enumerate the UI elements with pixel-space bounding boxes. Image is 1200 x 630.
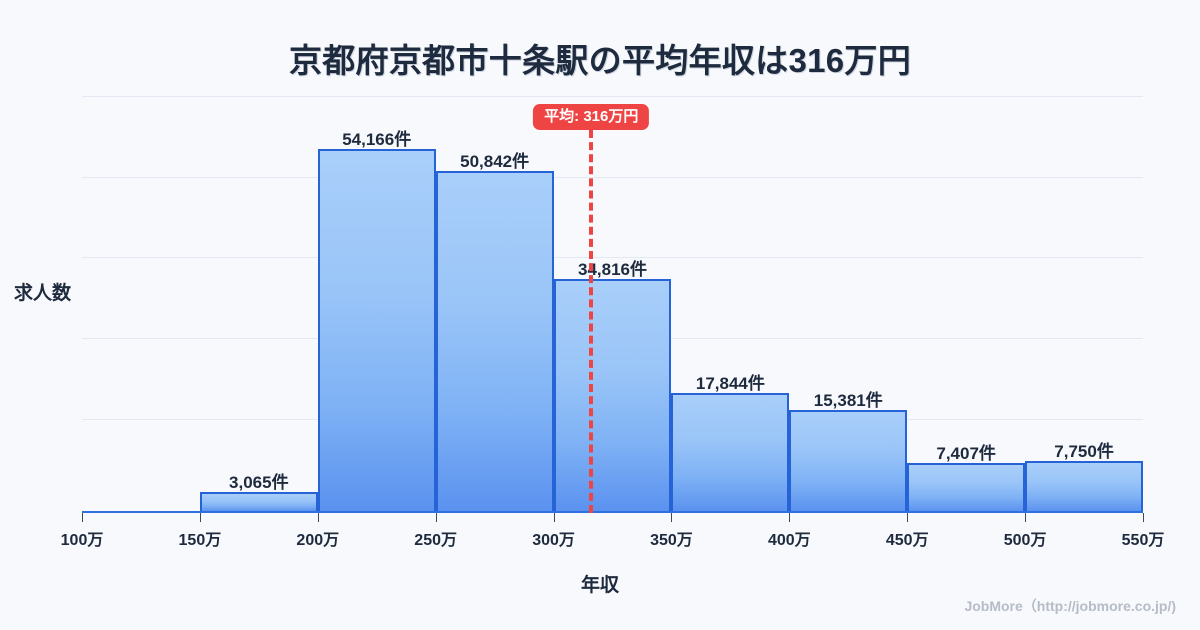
bar[interactable] xyxy=(1025,460,1143,513)
bar[interactable] xyxy=(317,148,436,513)
average-badge: 平均: 316万円 xyxy=(533,104,650,130)
bar-value-label: 3,065件 xyxy=(229,473,289,493)
x-axis-tick-label: 550万 xyxy=(1121,532,1165,549)
gridline xyxy=(82,96,1143,97)
x-axis-tick-mark xyxy=(1143,513,1144,522)
x-axis-tick-mark xyxy=(553,513,555,522)
average-dashed-line xyxy=(589,130,594,513)
x-axis-tick-label: 350万 xyxy=(650,532,693,549)
bar-value-label: 7,750件 xyxy=(1054,441,1114,461)
bars-group xyxy=(82,96,1143,513)
x-axis-tick-label: 250万 xyxy=(414,532,458,549)
credit-text: JobMore（http://jobmore.co.jp/) xyxy=(964,598,1176,614)
x-axis-tick-label: 300万 xyxy=(532,532,575,549)
x-axis-line xyxy=(82,511,1143,513)
bar-value-label: 34,816件 xyxy=(578,259,647,279)
bar[interactable] xyxy=(671,393,790,513)
bar[interactable] xyxy=(907,463,1026,513)
x-axis-tick-mark xyxy=(1025,513,1027,522)
x-axis-tick-label: 500万 xyxy=(1003,532,1047,549)
bar-value-label: 17,844件 xyxy=(695,373,765,393)
bar[interactable] xyxy=(435,171,554,513)
x-axis-tick-mark xyxy=(671,513,673,522)
bar-value-label: 7,407件 xyxy=(936,444,996,464)
bar-value-label: 50,842件 xyxy=(460,152,530,172)
x-axis-tick-label: 400万 xyxy=(767,532,811,549)
x-axis-tick-mark xyxy=(82,513,83,522)
x-axis-tick-mark xyxy=(907,513,909,522)
gridline xyxy=(82,257,1143,259)
x-axis-tick-mark xyxy=(199,513,201,522)
x-axis-tick-label: 450万 xyxy=(885,532,929,549)
bar-value-label: 54,166件 xyxy=(342,129,412,149)
bar-value-label: 15,381件 xyxy=(813,390,883,410)
y-axis-title: 求人数 xyxy=(14,283,72,304)
bar[interactable] xyxy=(553,278,672,513)
x-axis-tick-label: 100万 xyxy=(60,532,104,549)
bar[interactable] xyxy=(789,409,908,513)
x-axis-title: 年収 xyxy=(580,575,619,596)
x-axis-tick-label: 150万 xyxy=(178,532,222,549)
chart-title: 京都府京都市十条駅の平均年収は316万円 xyxy=(288,42,912,79)
x-axis-tick-label: 200万 xyxy=(296,532,340,549)
x-axis-tick-mark xyxy=(317,513,319,522)
bar[interactable] xyxy=(199,492,318,513)
plot-area xyxy=(82,96,1143,513)
gridline xyxy=(82,176,1143,178)
x-axis-tick-mark xyxy=(435,513,437,522)
x-axis-tick-mark xyxy=(789,513,791,522)
